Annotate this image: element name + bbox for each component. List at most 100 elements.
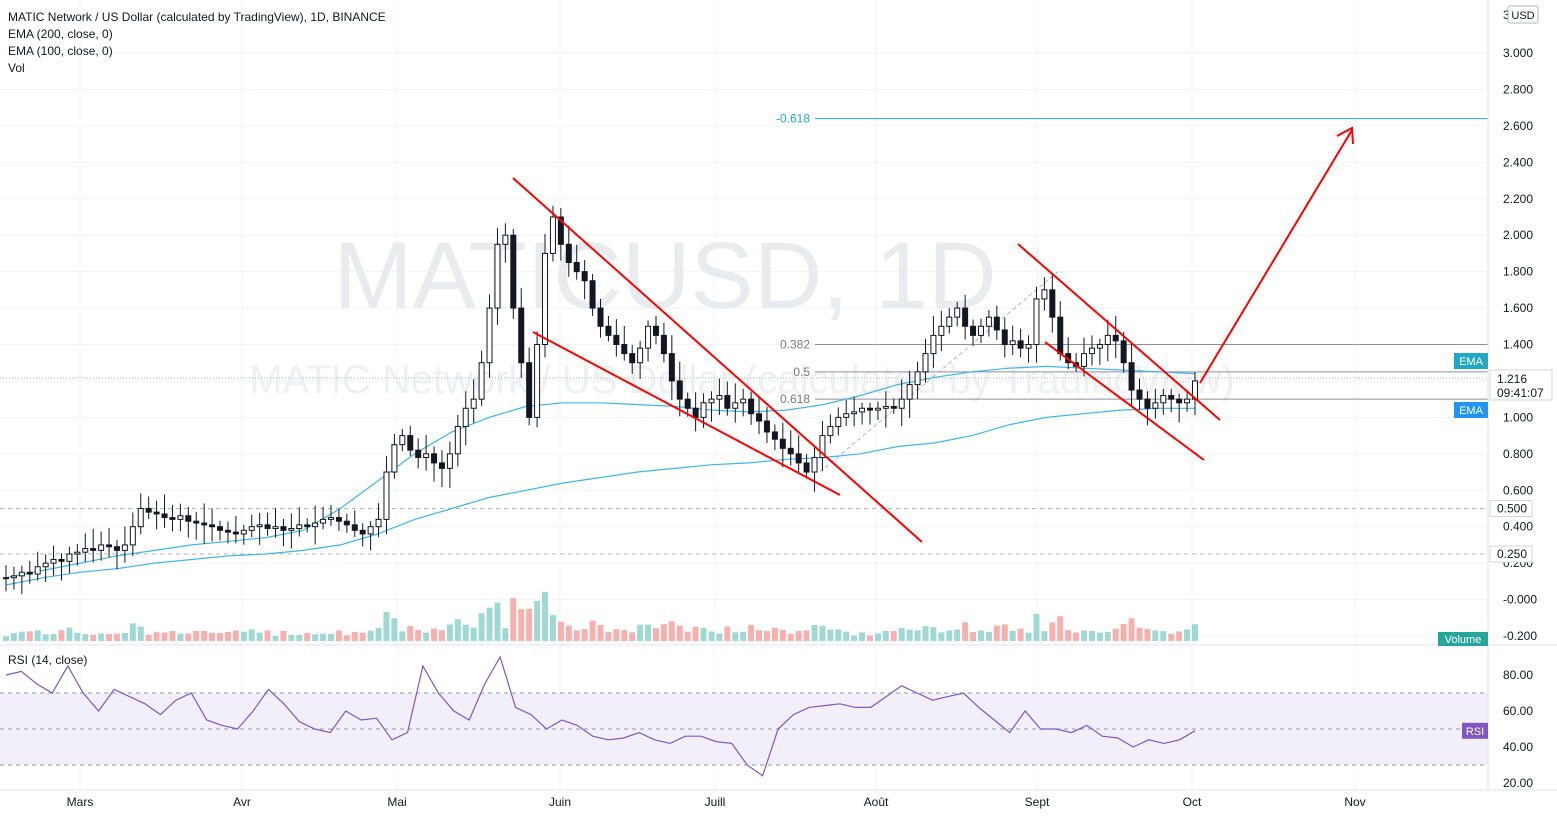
candle-body <box>106 544 113 548</box>
candle-body <box>684 398 691 409</box>
countdown-label: 09:41:07 <box>1497 386 1544 400</box>
watermark-ticker: MATICUSD, 1D <box>333 223 996 329</box>
volume-bar <box>423 632 430 641</box>
candle-body <box>645 325 652 349</box>
indicator-ema200[interactable]: EMA (200, close, 0) <box>8 27 113 41</box>
indicator-vol[interactable]: Vol <box>8 61 25 75</box>
candle-body <box>716 395 723 400</box>
candle-body <box>224 529 231 533</box>
candle-body <box>811 456 818 473</box>
candle-body <box>161 513 168 519</box>
volume-bar <box>217 633 224 641</box>
candle-body <box>985 316 992 327</box>
volume-bar <box>446 624 453 641</box>
candle-body <box>10 575 17 579</box>
fib-anchor-line <box>819 271 1059 473</box>
candle-body <box>50 558 57 564</box>
candle-body <box>248 526 255 531</box>
candle-body <box>113 546 120 551</box>
candle-body <box>98 544 105 551</box>
month-label: Mai <box>387 795 406 809</box>
candle-body <box>82 548 89 553</box>
candle-body <box>438 462 445 469</box>
volume-bar <box>113 633 120 641</box>
volume-bar <box>851 635 858 641</box>
candle-body <box>1136 389 1143 400</box>
rsi-title[interactable]: RSI (14, close) <box>8 653 88 667</box>
candle-body <box>335 517 342 522</box>
volume-bar <box>50 634 57 641</box>
ema200-line <box>5 407 1195 586</box>
candle-body <box>542 252 549 345</box>
candle-body <box>454 425 461 455</box>
volume-bar <box>98 633 105 641</box>
volume-bar <box>1041 631 1048 641</box>
ema-tag-badge <box>1454 402 1488 418</box>
volume-bar <box>304 632 311 641</box>
candle-body <box>42 562 49 568</box>
volume-bar <box>993 625 1000 641</box>
volume-bar <box>1081 630 1088 641</box>
volume-bar <box>534 600 541 641</box>
fib-level-label: -0.618 <box>776 112 810 126</box>
volume-bar <box>66 627 73 641</box>
price-tick-label: 2.800 <box>1503 82 1533 96</box>
volume-bar <box>740 631 747 641</box>
volume-bar <box>518 609 525 641</box>
ema-tag-label: EMA <box>1459 356 1484 368</box>
volume-bar <box>1128 618 1135 641</box>
volume-bar <box>137 626 144 641</box>
volume-bar <box>724 626 731 641</box>
volume-bar <box>312 634 319 641</box>
candle-body <box>415 449 422 458</box>
volume-bar <box>613 629 620 641</box>
chart-legend: MATIC Network / US Dollar (calculated by… <box>8 9 386 77</box>
candle-body <box>256 524 263 528</box>
candle-body <box>232 531 239 535</box>
volume-bar <box>327 633 334 641</box>
candle-body <box>121 544 128 551</box>
level-price-label: 0.500 <box>1497 501 1527 515</box>
candle-body <box>359 529 366 535</box>
candle-body <box>700 402 707 418</box>
candle-body <box>565 243 572 264</box>
candle-body <box>462 407 469 427</box>
volume-bar <box>898 627 905 641</box>
volume-tag-label: Volume <box>1445 634 1482 646</box>
volume-bar <box>779 629 786 641</box>
volume-bar <box>343 635 350 641</box>
volume-bar <box>161 632 168 641</box>
candle-body <box>890 405 897 409</box>
volume-bar <box>565 625 572 641</box>
candle-body <box>898 398 905 409</box>
candle-body <box>240 529 247 535</box>
volume-bar <box>970 632 977 641</box>
candle-body <box>288 528 295 531</box>
volume-bar <box>1001 624 1008 641</box>
candle-body <box>510 234 517 309</box>
volume-bar <box>954 629 961 641</box>
volume-bar <box>224 631 231 641</box>
volume-bar <box>272 635 279 641</box>
candle-body <box>327 517 334 520</box>
candle-body <box>867 407 874 411</box>
candle-body <box>494 243 501 309</box>
candle-body <box>375 518 382 528</box>
volume-bar <box>34 630 41 641</box>
volume-bar <box>668 621 675 641</box>
volume-bar <box>938 632 945 641</box>
volume-bar <box>1073 632 1080 641</box>
fib-level-label: 0.382 <box>780 338 810 352</box>
candle-body <box>185 515 192 522</box>
volume-bar <box>335 630 342 641</box>
candle-body <box>708 398 715 404</box>
candle-body <box>740 398 747 404</box>
candle-body <box>74 551 81 555</box>
volume-bar <box>676 625 683 641</box>
indicator-ema100[interactable]: EMA (100, close, 0) <box>8 44 113 58</box>
volume-bar <box>391 618 398 641</box>
fib-level-label: 0.5 <box>793 365 810 379</box>
volume-bar <box>1184 629 1191 641</box>
